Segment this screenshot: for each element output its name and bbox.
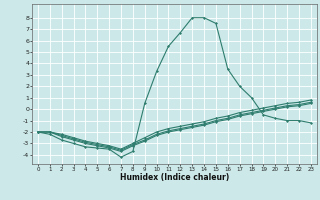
X-axis label: Humidex (Indice chaleur): Humidex (Indice chaleur) [120,173,229,182]
